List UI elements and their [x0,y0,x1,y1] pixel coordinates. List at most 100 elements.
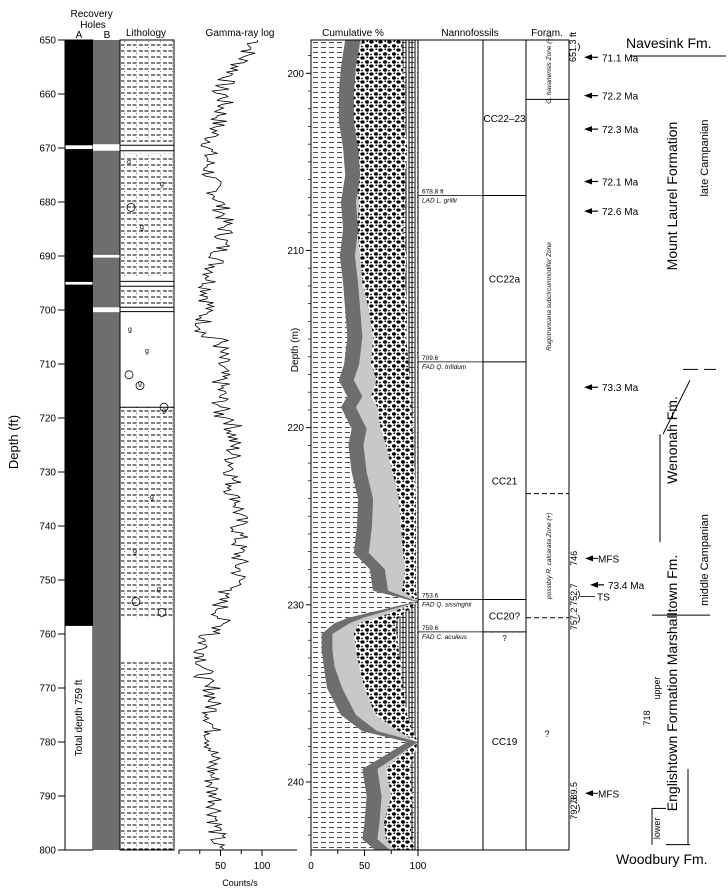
depth-ft-tick-label: 710 [39,360,56,371]
fossil-symbol [157,608,167,617]
right-annotations: 651.3 ft 752.7 757.2 792.3 71.1 Ma 72.2 Ma 72.… [568,32,726,867]
gamma-tick-label: 50 [215,861,227,872]
surface-label: TS [597,593,610,604]
depth-m-label: Depth (m) [290,328,301,372]
header-lithology: Lithology [126,28,166,39]
depth-m-tick-label: 240 [287,777,304,788]
foram-content: G. havanensis Zone (+) Rugotruncana subci… [526,36,569,739]
depth-ft-tick-label: 760 [39,630,56,641]
depth-m-tick-label: 200 [287,69,304,80]
woodbury-label: Woodbury Fm. [616,851,708,867]
nanno-zones-column [482,39,527,851]
header-gamma: Gamma-ray log [206,28,275,39]
nanno-zone-label: CC22a [489,275,521,286]
header-recovery-line1: Recovery [70,9,112,20]
cumulative-plot [310,39,419,851]
fossil-symbol [124,370,134,380]
age-label: 72.1 Ma [602,177,639,188]
foram-zone-label: possibly R. calcarata Zone (+) [546,512,553,600]
englishtown-label: Englishtown Formation [664,669,680,811]
age-arrow-head [584,54,592,61]
nanno-zone-label: CC20? [489,612,521,623]
cum-tick-label: 0 [308,861,314,872]
boundary-depth: 651.3 ft [568,32,578,63]
surface-depth: 789.5 [569,782,579,805]
age-label: 73.3 Ma [602,383,639,394]
surface-arrow [585,555,593,562]
lithology-fill-interval [121,407,173,618]
nanno-event-depth: 709.6 [422,355,439,362]
glauconite-symbol: g [128,327,132,334]
gamma-ray-plot [192,39,259,850]
late-campanian-label: late Campanian [699,119,711,196]
wenonah-depth: 718 [642,710,652,725]
fossil-symbol [159,402,169,412]
nanno-events-column [417,39,484,851]
hole-a-core [65,284,93,626]
fossil-symbol [126,202,136,212]
depth-ft-tick-label: 750 [39,576,56,587]
hole-b-gap [93,254,120,258]
depth-ft-tick-label: 740 [39,522,56,533]
depth-m-tick-label: 210 [287,246,304,257]
nanno-zone-label: CC19 [492,737,518,748]
englishtown-lower-label: lower [652,818,662,840]
surface-depth: 746 [569,551,579,566]
cum-tick-label: 50 [359,861,371,872]
depth-ft-tick-label: 690 [39,252,56,263]
nanno-event-depth: 678.8 ft [422,189,444,196]
gamma-axis-label: Counts/s [222,878,258,888]
age-label: 73.4 Ma [608,581,645,592]
depth-m-ticks: 200 210 220 230 240 [287,55,311,836]
boundary-wiggle [577,590,580,599]
nanno-event-label: LAD L. grillii [422,198,457,205]
depth-ft-tick-label: 780 [39,738,56,749]
glauconite-symbol: g [133,548,137,555]
englishtown-upper-label: upper [652,676,662,699]
depth-ft-ticks: 650 660 670 680 690 700 710 720 730 740 750 760 770 7… [39,36,65,857]
fossil-symbol [131,597,141,606]
nanno-event-depth: 759.6 [422,625,439,632]
nanno-zone-uncertain: ? [502,634,507,643]
glauconite-symbol: g [150,494,154,501]
age-label: 72.3 Ma [602,125,639,136]
surface-label: MFS [598,789,619,800]
glauconite-symbol: g [157,586,161,593]
depth-ft-tick-label: 800 [39,846,56,857]
hole-b-gap [93,144,120,151]
cumulative-axis: 0 50 100 [308,849,427,872]
lithology-fill-interval [121,40,173,143]
age-label: 72.6 Ma [602,207,639,218]
lithology-fill-interval [121,288,173,305]
boundary-wiggle [577,42,580,52]
gamma-axis: 50 100 [178,849,297,872]
wenonah-contact [662,379,691,435]
depth-ft-label: Depth (ft) [6,415,21,469]
nanno-event-label: FAD C. aculeus [422,634,468,641]
boundary-wiggle [577,804,580,813]
header-nannofossils: Nannofossils [441,28,498,39]
lithology-fill-interval [121,153,173,278]
header-recovery-line2: Holes [80,20,106,31]
glauconite-symbol: g [145,348,149,355]
hole-b-gap [93,307,120,313]
nanno-content: 678.8 ft LAD L. grillii 709.6 FAD Q. trifid… [418,114,526,851]
middle-campanian-label: middle Campanian [699,514,711,606]
boundary-wiggle [577,614,580,624]
hole-a-core [65,40,93,146]
nanno-event-label: FAD Q. trifidum [422,364,467,371]
nanno-event-label: FAD Q. sissinghii [422,601,472,608]
hole-a-cores [65,40,93,626]
age-arrow-head [590,581,598,588]
age-arrow-head [584,92,592,99]
nanno-event-depth: 753.6 [422,592,439,599]
boundary-depth: 752.7 [569,583,579,606]
age-label: 72.2 Ma [602,92,639,103]
mount-laurel-label: Mount Laurel Formation [664,122,680,271]
surface-arrow [585,790,593,797]
depth-ft-tick-label: 790 [39,792,56,803]
age-arrow-head [584,208,592,215]
boundary-depth: 792.3 [569,797,579,820]
lithology-fill-interval [121,661,173,850]
